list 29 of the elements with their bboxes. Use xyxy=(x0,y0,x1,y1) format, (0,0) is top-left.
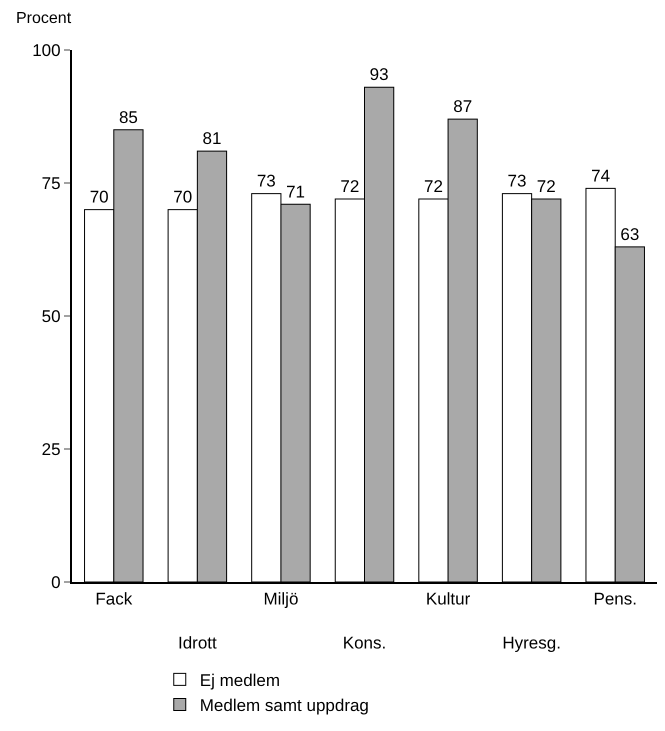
data-label: 72 xyxy=(536,176,556,196)
x-tick-label: Hyresg. xyxy=(502,634,561,653)
data-label: 73 xyxy=(508,172,526,191)
legend-label: Medlem samt uppdrag xyxy=(200,696,369,716)
y-tick-label: 25 xyxy=(42,440,61,459)
y-tick-label: 100 xyxy=(32,40,61,60)
x-tick-label: Fack xyxy=(95,589,133,608)
data-label: 72 xyxy=(340,176,360,196)
data-label: 81 xyxy=(202,129,222,148)
data-label: 93 xyxy=(370,65,389,84)
x-tick-label: Kultur xyxy=(426,589,471,608)
x-tick-label: Miljö xyxy=(263,589,298,608)
data-label: 85 xyxy=(118,108,138,127)
legend-label: Ej medlem xyxy=(200,670,280,690)
data-label: 70 xyxy=(90,188,109,207)
y-axis-title: Procent xyxy=(16,10,72,27)
x-tick-label: Kons. xyxy=(342,634,386,653)
y-tick-label: 0 xyxy=(51,572,61,592)
data-label: 70 xyxy=(173,188,192,207)
data-label: 87 xyxy=(453,97,472,116)
data-label: 73 xyxy=(256,172,276,191)
x-tick-label: Idrott xyxy=(178,634,217,653)
y-tick-label: 50 xyxy=(42,306,61,326)
data-label: 72 xyxy=(424,176,443,196)
data-label: 63 xyxy=(620,224,640,244)
data-label: 71 xyxy=(286,182,306,202)
x-tick-label: Pens. xyxy=(593,589,637,608)
data-label: 74 xyxy=(591,166,610,186)
y-tick-label: 75 xyxy=(42,174,61,193)
